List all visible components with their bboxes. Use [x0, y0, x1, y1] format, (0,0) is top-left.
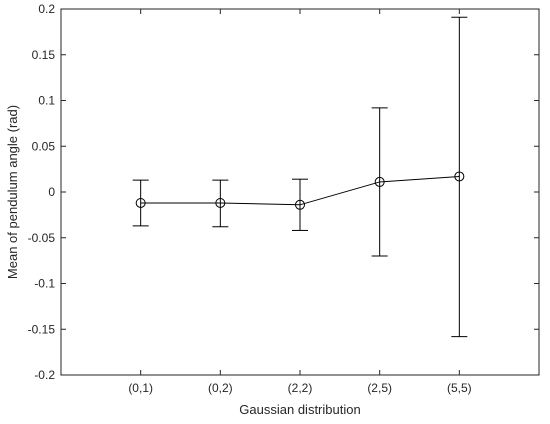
- x-axis-label: Gaussian distribution: [239, 402, 360, 417]
- y-tick-label: 0: [48, 185, 55, 199]
- y-axis-label: Mean of pendulum angle (rad): [5, 105, 20, 279]
- data-point-marker: [215, 197, 226, 208]
- y-tick-label: -0.15: [28, 322, 56, 336]
- x-tick-label: (0,1): [128, 381, 153, 395]
- data-point-marker: [374, 176, 385, 187]
- series-line: [140, 175, 460, 206]
- data-markers: [135, 171, 465, 210]
- x-tick-label: (5,5): [447, 381, 472, 395]
- y-tick-label: -0.2: [34, 368, 55, 382]
- y-axis-ticks: -0.2 -0.15 -0.1 -0.05 0 0.05 0.1 0.15 0.2: [28, 2, 539, 382]
- series-line-group: [140, 175, 460, 206]
- y-tick-label: -0.05: [28, 231, 56, 245]
- x-tick-label: (2,2): [288, 381, 313, 395]
- x-tick-label: (0,2): [208, 381, 233, 395]
- y-tick-label: 0.2: [38, 2, 55, 16]
- data-point-marker: [295, 199, 305, 210]
- y-tick-label: 0.15: [32, 48, 56, 62]
- y-tick-label: 0.05: [32, 139, 56, 153]
- x-axis-ticks: (0,1) (0,2) (2,2) (2,5) (5,5): [128, 9, 472, 395]
- x-tick-label: (2,5): [367, 381, 392, 395]
- y-tick-label: -0.1: [34, 277, 55, 291]
- data-point-marker: [454, 171, 465, 182]
- y-tick-label: 0.1: [38, 94, 55, 108]
- data-point-marker: [135, 197, 146, 208]
